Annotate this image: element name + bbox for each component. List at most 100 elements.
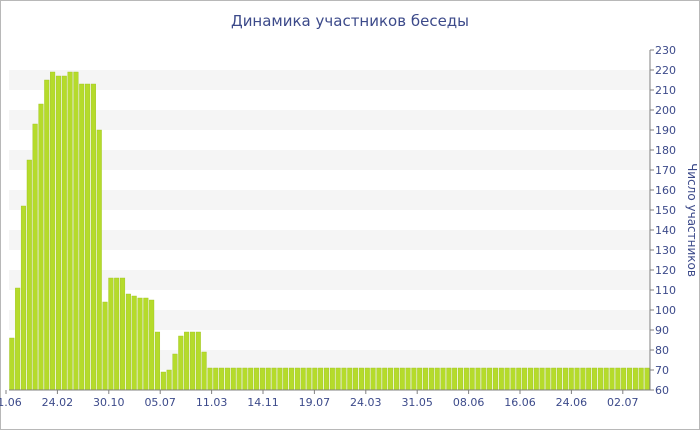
bar	[341, 367, 347, 391]
bar	[160, 371, 166, 391]
axes	[9, 50, 651, 391]
bar	[551, 367, 557, 391]
bar	[207, 367, 213, 391]
bar	[108, 277, 114, 391]
bar	[125, 293, 131, 391]
bar	[195, 331, 201, 391]
bar	[405, 367, 411, 391]
bar	[615, 367, 621, 391]
bar	[335, 367, 341, 391]
bar	[26, 159, 32, 391]
bar	[143, 297, 149, 391]
bar	[592, 367, 598, 391]
bar	[597, 367, 603, 391]
bar	[603, 367, 609, 391]
bar	[271, 367, 277, 391]
bar	[265, 367, 271, 391]
bar	[85, 83, 91, 391]
bar	[463, 367, 469, 391]
bar	[230, 367, 236, 391]
bar	[399, 367, 405, 391]
x-tick-label: 16.06	[504, 396, 536, 409]
bar	[353, 367, 359, 391]
bar	[201, 351, 207, 391]
bar	[458, 367, 464, 391]
y-tick-label: 230	[655, 44, 676, 57]
x-tick-label: 31.05	[401, 396, 433, 409]
bar	[510, 367, 516, 391]
bar	[242, 367, 248, 391]
y-tick-label: 190	[655, 124, 676, 137]
bar	[289, 367, 295, 391]
bar	[358, 367, 364, 391]
bar-series	[9, 71, 650, 391]
bar	[423, 367, 429, 391]
bar	[149, 299, 155, 391]
grid-band	[9, 310, 650, 330]
bar	[283, 367, 289, 391]
bar	[61, 75, 67, 391]
bar	[522, 367, 528, 391]
bar	[370, 367, 376, 391]
x-tick-label: 24.03	[350, 396, 382, 409]
bar	[545, 367, 551, 391]
bar	[73, 71, 79, 391]
bar	[50, 71, 56, 391]
bar	[312, 367, 318, 391]
y-tick-label: 130	[655, 244, 676, 257]
x-tick-label: 14.11	[247, 396, 279, 409]
bar	[434, 367, 440, 391]
bar	[626, 367, 633, 391]
bar	[557, 367, 563, 391]
y-tick-label: 210	[655, 84, 676, 97]
bar	[469, 367, 475, 391]
bar	[102, 301, 108, 391]
bar	[184, 331, 190, 391]
bar	[294, 367, 300, 391]
y-tick-label: 80	[655, 344, 669, 357]
bar	[498, 367, 504, 391]
grid-band	[9, 230, 650, 250]
bar	[586, 367, 592, 391]
bar	[137, 297, 143, 391]
bar	[20, 205, 26, 391]
y-tick-label: 120	[655, 264, 676, 277]
bar	[527, 367, 533, 391]
bar	[364, 367, 370, 391]
x-tick-label: 02.07	[607, 396, 639, 409]
bar	[120, 277, 126, 391]
y-tick-label: 170	[655, 164, 676, 177]
bar	[254, 367, 260, 391]
bar	[318, 367, 324, 391]
bar	[539, 367, 545, 391]
bar	[481, 367, 487, 391]
grid-band	[9, 190, 650, 210]
y-tick-label: 160	[655, 184, 676, 197]
bar	[533, 367, 539, 391]
bar	[224, 367, 230, 391]
y-axis-label: Число участников	[685, 163, 699, 277]
bar	[277, 367, 283, 391]
y-tick-label: 110	[655, 284, 676, 297]
bar	[114, 277, 120, 391]
bar	[300, 367, 306, 391]
bar	[131, 295, 137, 391]
bar	[574, 367, 580, 391]
bar	[329, 367, 335, 391]
bar	[516, 367, 522, 391]
x-tick-label: 19.07	[299, 396, 331, 409]
bar	[15, 287, 21, 391]
grid-band	[9, 110, 650, 130]
bar	[621, 367, 627, 391]
bar	[323, 367, 330, 391]
bar	[452, 367, 458, 391]
bar	[55, 75, 61, 391]
x-tick-label: 08.06	[453, 396, 485, 409]
x-tick-labels: 21.06 24.02 30.10 05.07 11.03 14.11 19.07 24.03…	[0, 390, 639, 409]
grid-band	[9, 150, 650, 170]
bar	[562, 367, 568, 391]
bar	[248, 367, 254, 391]
bar	[172, 353, 178, 391]
bar	[475, 367, 481, 391]
bar	[44, 79, 50, 391]
